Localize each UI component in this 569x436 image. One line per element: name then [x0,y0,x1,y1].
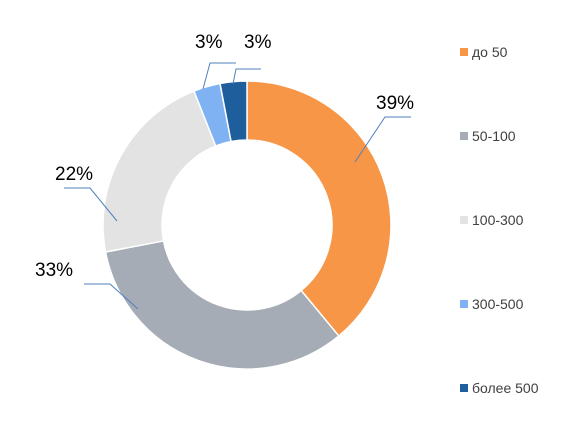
leader-lines [64,62,411,310]
legend-label-3: 100-300 [472,212,524,228]
slice-1 [246,80,392,337]
leader-line-3 [64,187,118,222]
slice-5 [219,80,248,143]
legend-swatch-5 [460,384,468,392]
legend-swatch-1 [460,48,468,56]
legend-label-4: 300-500 [472,296,524,312]
legend-label-5: более 500 [472,380,539,396]
leader-line-2 [84,283,139,310]
data-label-4: 3% [195,32,223,53]
legend-swatch-2 [460,132,468,140]
leader-line-1 [354,116,411,163]
legend-swatch-4 [460,300,468,308]
data-label-1: 39% [376,93,414,114]
data-label-5: 3% [244,32,272,53]
donut-slices [102,80,392,370]
legend-label-2: 50-100 [472,128,516,144]
leader-line-5 [232,68,261,85]
data-labels: 39% 33% 22% 3% 3% [35,32,414,281]
leader-line-4 [202,62,236,90]
legend-swatch-3 [460,216,468,224]
legend-label-1: до 50 [472,44,508,60]
slice-2 [104,240,340,370]
slice-3 [102,90,217,253]
data-label-2: 33% [35,260,73,281]
data-label-3: 22% [55,164,93,185]
legend: до 50 50-100 100-300 300-500 более 500 [460,44,539,396]
